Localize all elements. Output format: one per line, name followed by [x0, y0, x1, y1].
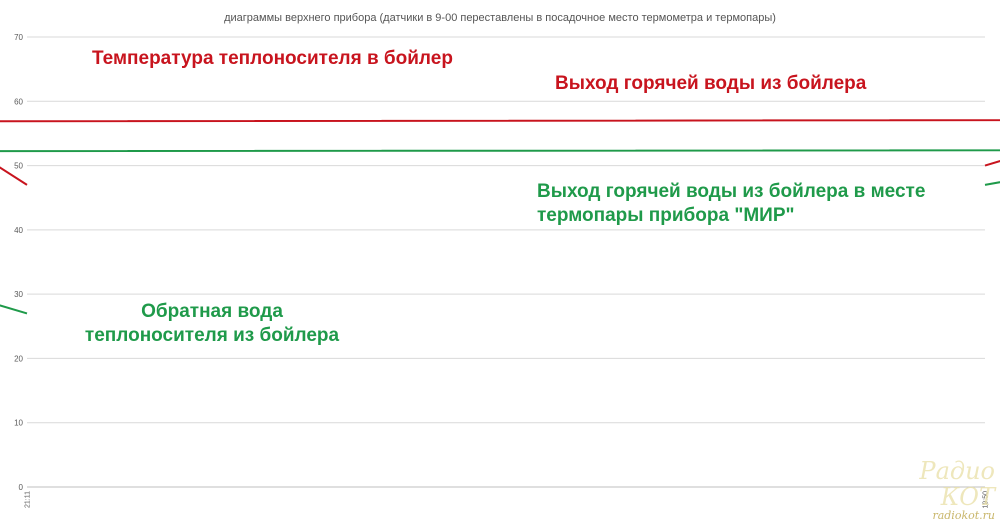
x-axis-ticks: 21:1121:3321:5422:1222:3122:4522:5923:12…	[25, 486, 990, 509]
annotation-return-line2: теплоносителя из бойлера	[84, 325, 340, 346]
gridlines	[27, 36, 985, 488]
annotation-mir-thermocouple: Выход горячей воды из бойлера в месте те…	[537, 180, 925, 228]
y-tick-label: 50	[14, 162, 23, 171]
annotation-return-line1: Обратная вода	[141, 301, 283, 322]
annotation-mir-line1: Выход горячей воды из бойлера в месте	[537, 181, 926, 202]
y-tick-label: 60	[14, 97, 23, 106]
annotation-return-water: Обратная вода теплоносителя из бойлера	[76, 300, 348, 348]
y-tick-label: 70	[14, 33, 23, 42]
watermark-url: radiokot.ru	[932, 509, 995, 522]
annotation-mir-line2: термопары прибора "МИР"	[537, 205, 795, 226]
x-tick-label: 19:50	[983, 491, 990, 509]
watermark: Радио КОТ radiokot.ru	[903, 458, 995, 522]
annotation-hot-water-outlet: Выход горячей воды из бойлера	[555, 73, 867, 94]
y-tick-label: 40	[14, 226, 23, 235]
y-tick-label: 30	[14, 290, 23, 299]
y-tick-label: 10	[14, 419, 23, 428]
annotation-supply-temperature: Температура теплоносителя в бойлер	[92, 48, 453, 69]
watermark-logo: Радио КОТ	[919, 457, 995, 511]
chart-title: диаграммы верхнего прибора (датчики в 9-…	[224, 12, 776, 24]
y-tick-label: 20	[14, 354, 23, 363]
y-axis-ticks: 0 10 20 30 40 50 60 70	[14, 33, 23, 492]
x-tick-label: 21:11	[25, 491, 32, 508]
y-tick-label: 0	[19, 483, 24, 492]
